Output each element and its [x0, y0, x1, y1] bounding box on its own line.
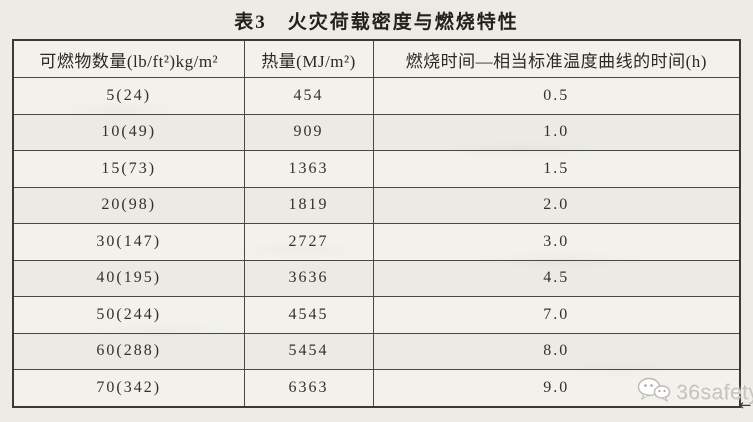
fuel-quantity-cell: 70(342)	[12, 369, 245, 407]
table-row: 10(49) 909 1.0	[12, 113, 741, 151]
burn-time-cell: 1.0	[372, 113, 741, 151]
fuel-quantity-cell: 40(195)	[12, 259, 245, 297]
table-row: 60(288) 5454 8.0	[12, 332, 741, 370]
table-body: 5(24) 454 0.5 10(49) 909 1.0 15(73) 1363 1.5 20(9…	[12, 77, 741, 407]
fuel-quantity-cell: 15(73)	[12, 150, 245, 188]
table-title: 表3 火灾荷载密度与燃烧特性	[234, 12, 519, 33]
burn-time-cell: 0.5	[372, 77, 741, 115]
burn-time-cell: 4.5	[372, 259, 741, 297]
heat-cell: 2727	[243, 223, 374, 261]
heat-cell: 5454	[243, 332, 374, 370]
fuel-quantity-cell: 30(147)	[12, 223, 245, 261]
table-row: 15(73) 1363 1.5	[12, 150, 741, 188]
fuel-quantity-cell: 50(244)	[12, 296, 245, 334]
header-heat: 热量(MJ/m²)	[243, 39, 374, 78]
fire-load-table: 可燃物数量(lb/ft²)kg/m² 热量(MJ/m²) 燃烧时间—相当标准温度…	[12, 39, 741, 408]
fuel-quantity-cell: 5(24)	[12, 77, 245, 115]
left-arrow-cursor: ←	[739, 396, 752, 414]
table-header-row: 可燃物数量(lb/ft²)kg/m² 热量(MJ/m²) 燃烧时间—相当标准温度…	[12, 39, 741, 78]
table-row: 20(98) 1819 2.0	[12, 186, 741, 224]
header-fuel-quantity: 可燃物数量(lb/ft²)kg/m²	[12, 39, 245, 78]
heat-cell: 4545	[243, 296, 374, 334]
heat-cell: 1363	[243, 150, 374, 188]
fuel-quantity-cell: 20(98)	[12, 186, 245, 224]
burn-time-cell: 8.0	[372, 332, 741, 370]
heat-cell: 909	[243, 113, 374, 151]
heat-cell: 454	[243, 77, 374, 115]
table-row: 30(147) 2727 3.0	[12, 223, 741, 261]
heat-cell: 1819	[243, 186, 374, 224]
header-burn-time: 燃烧时间—相当标准温度曲线的时间(h)	[372, 39, 741, 78]
table-row: 5(24) 454 0.5	[12, 77, 741, 115]
burn-time-cell: 7.0	[372, 296, 741, 334]
burn-time-cell: 1.5	[372, 150, 741, 188]
table-row: 70(342) 6363 9.0	[12, 369, 741, 407]
fuel-quantity-cell: 10(49)	[12, 113, 245, 151]
fuel-quantity-cell: 60(288)	[12, 332, 245, 370]
table-row: 50(244) 4545 7.0	[12, 296, 741, 334]
burn-time-cell: 3.0	[372, 223, 741, 261]
burn-time-cell: 2.0	[372, 186, 741, 224]
burn-time-cell: 9.0	[372, 369, 741, 407]
table-row: 40(195) 3636 4.5	[12, 259, 741, 297]
heat-cell: 3636	[243, 259, 374, 297]
heat-cell: 6363	[243, 369, 374, 407]
